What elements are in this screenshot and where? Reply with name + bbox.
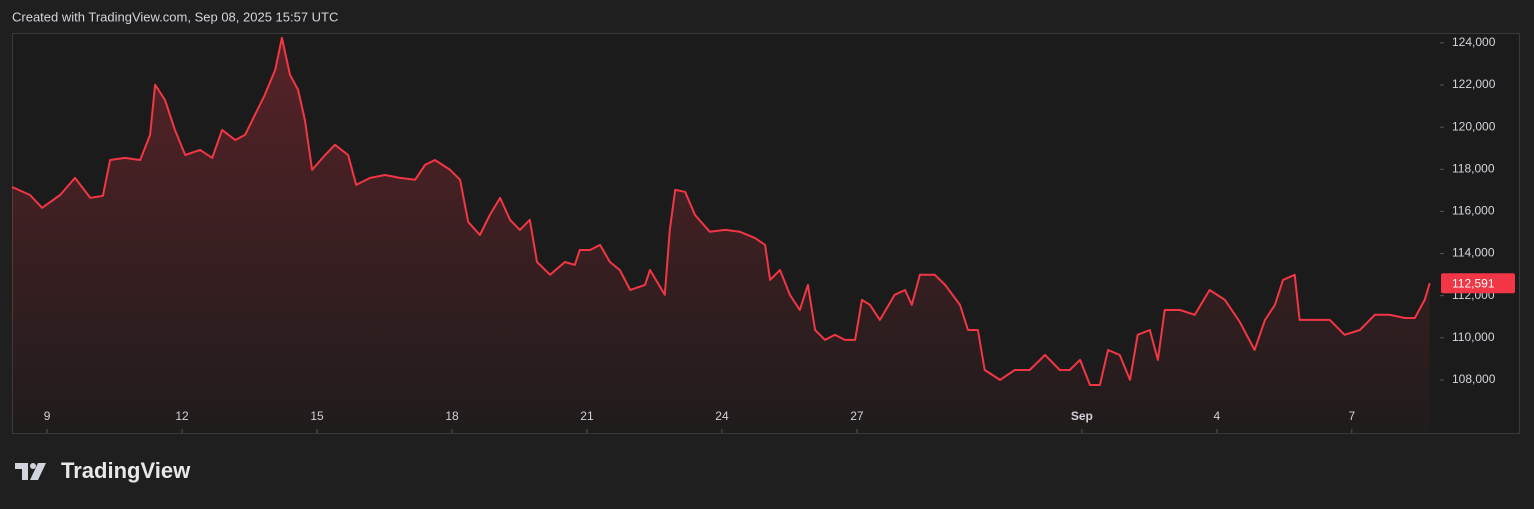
area-fill [12, 37, 1430, 433]
y-tick-label: 118,000 [1452, 161, 1495, 175]
logo [15, 463, 46, 480]
price-line [11, 36, 1431, 386]
last-price-box [1441, 273, 1515, 294]
logo-mark [15, 463, 28, 480]
y-tick-label: 116,000 [1452, 204, 1495, 218]
brand-name: TradingView [61, 458, 191, 483]
y-tick-label: 114,000 [1452, 246, 1495, 260]
y-tick-label: 124,000 [1452, 35, 1496, 49]
caption: Created with TradingView.com, Sep 08, 20… [12, 9, 338, 24]
y-tick-label: 120,000 [1452, 119, 1496, 133]
y-tick-label: 122,000 [1452, 77, 1496, 91]
last-price-label: 112,591 [1452, 276, 1495, 290]
logo-mark [30, 463, 36, 469]
logo-mark [30, 463, 46, 480]
y-tick-label: 108,000 [1452, 372, 1496, 386]
y-tick-label: 110,000 [1452, 330, 1495, 344]
